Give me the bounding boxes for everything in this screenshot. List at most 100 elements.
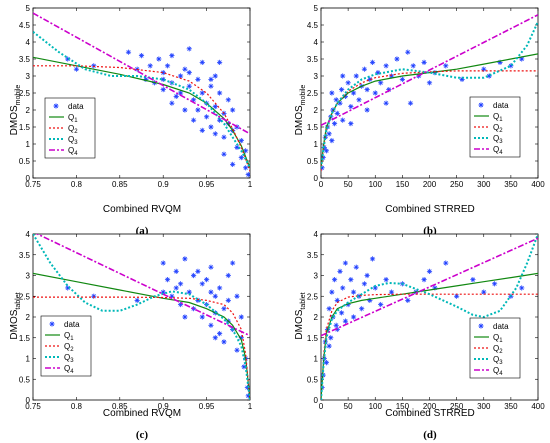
- x-tick-label: 400: [531, 402, 545, 411]
- plot-area-c: 0.75 0.8 0.85 0.9 0.95 1 0 0.5 1 1.5 2 2.5 3 3.5 4 data…: [19, 230, 253, 411]
- data-point: [217, 90, 223, 96]
- data-point: [330, 107, 336, 113]
- y-axis-label-d: DMOStablet: [294, 292, 307, 339]
- y-tick-label: 4: [26, 38, 31, 47]
- data-point: [364, 107, 370, 113]
- y-tick-label: 0.5: [19, 157, 31, 166]
- data-point: [134, 297, 140, 303]
- y-axis-label-c: DMOStablet: [9, 292, 22, 339]
- legend-label-q2: Q2: [68, 124, 78, 135]
- y-axis-label-a: DMOSmobile: [9, 85, 22, 136]
- data-point: [230, 161, 236, 167]
- y-tick-label: 1.5: [307, 123, 319, 132]
- legend-label-data: data: [493, 322, 509, 331]
- data-point: [91, 293, 97, 299]
- data-point: [394, 56, 400, 62]
- x-tick-label: 0.8: [71, 180, 83, 189]
- data-point: [342, 260, 349, 266]
- data-point: [234, 347, 240, 353]
- data-point: [361, 66, 367, 72]
- x-tick-label: 50: [344, 402, 353, 411]
- data-point: [470, 277, 476, 283]
- y-tick-label: 2.5: [307, 89, 319, 98]
- legend-label-q2: Q2: [64, 342, 74, 353]
- data-point: [65, 285, 71, 291]
- data-point: [350, 90, 357, 96]
- data-point: [169, 53, 175, 59]
- x-tick-label: 50: [344, 180, 353, 189]
- y-tick-label: 1: [314, 355, 319, 364]
- data-point: [340, 73, 346, 79]
- data-point: [323, 148, 330, 154]
- y-tick-label: 4: [314, 230, 319, 239]
- plot-area-a: 0.75 0.8 0.85 0.9 0.95 1 0 0.5 1 1.5 2 2.5 3 3.5 4 4.5 5…: [19, 4, 253, 189]
- data-point: [91, 63, 97, 69]
- y-tick-label: 3: [314, 72, 319, 81]
- legend-marker-data: [478, 323, 484, 329]
- y-tick-label: 3: [314, 272, 319, 281]
- curve-q1: [33, 272, 250, 400]
- legend-label-q3: Q3: [64, 353, 74, 364]
- data-point: [173, 93, 179, 99]
- data-point: [199, 59, 205, 65]
- x-tick-label: 150: [396, 180, 410, 189]
- y-tick-label: 2: [314, 313, 319, 322]
- curve-q2: [321, 293, 538, 400]
- x-tick-label: 400: [531, 180, 545, 189]
- data-point: [326, 131, 332, 137]
- data-point: [383, 63, 389, 69]
- plot-area-d: 0 50 100 150 200 250 300 350 400 0 0.5 1 1.5 2 2.5 3 3.5…: [307, 230, 545, 411]
- x-axis-label-d: Combined STRRED: [385, 408, 474, 419]
- data-point: [208, 264, 214, 270]
- data-point: [212, 104, 218, 110]
- data-point: [186, 289, 192, 295]
- data-point: [177, 281, 184, 287]
- data-point: [329, 90, 335, 96]
- curve-q4: [321, 14, 538, 127]
- data-point: [372, 90, 378, 96]
- data-point: [238, 314, 244, 320]
- data-point: [405, 49, 411, 55]
- y-tick-label: 0.5: [307, 375, 319, 384]
- data-point: [234, 293, 240, 299]
- data-point: [186, 70, 192, 76]
- legend-label-data: data: [68, 102, 84, 111]
- data-point: [410, 63, 416, 69]
- data-point: [329, 289, 335, 295]
- x-tick-label: 250: [450, 402, 464, 411]
- data-point: [421, 277, 427, 283]
- data-point: [323, 360, 330, 366]
- data-point: [454, 293, 460, 299]
- curve-q1: [321, 272, 538, 400]
- data-point: [369, 256, 376, 262]
- data-point: [195, 268, 201, 274]
- y-tick-label: 0: [26, 396, 31, 405]
- data-point: [333, 97, 339, 103]
- data-point: [405, 297, 411, 303]
- data-point: [326, 343, 332, 349]
- y-tick-label: 2: [26, 313, 31, 322]
- data-point: [225, 272, 231, 279]
- y-tick-label: 4: [26, 230, 31, 239]
- data-point: [199, 281, 205, 287]
- data-point: [328, 335, 334, 341]
- data-point: [238, 155, 244, 161]
- legend-label-data: data: [493, 101, 509, 110]
- data-point: [350, 314, 357, 320]
- x-tick-label: 350: [504, 402, 518, 411]
- data-point: [519, 285, 525, 291]
- data-point: [199, 314, 205, 320]
- y-tick-label: 3.5: [19, 55, 31, 64]
- y-tick-label: 0.5: [307, 157, 319, 166]
- data-point: [243, 165, 249, 171]
- x-tick-label: 150: [396, 402, 410, 411]
- chart-panel-a: 0.75 0.8 0.85 0.9 0.95 1 0 0.5 1 1.5 2 2.5 3 3.5 4 4.5 5…: [9, 4, 253, 237]
- data-point: [353, 264, 359, 270]
- data-point: [426, 80, 433, 86]
- data-point: [378, 301, 384, 308]
- x-tick-label: 0: [319, 180, 324, 189]
- data-point: [329, 138, 335, 144]
